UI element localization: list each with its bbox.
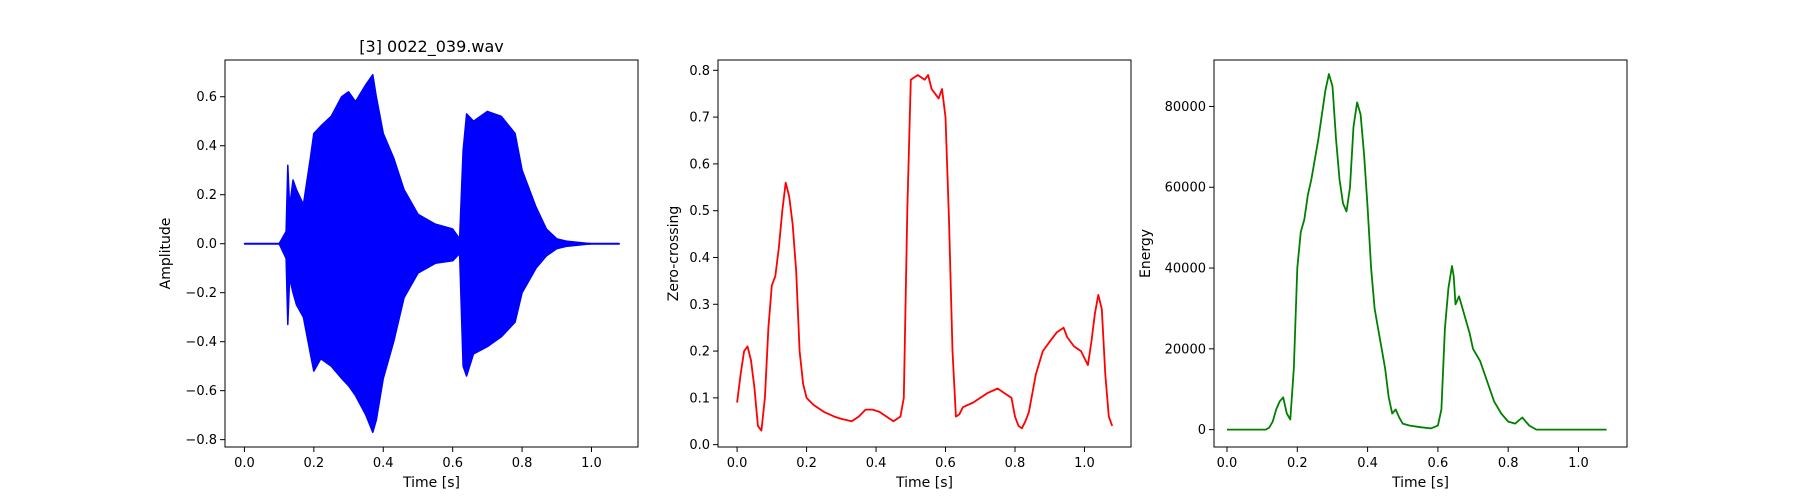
x-tick-label: 0.4 <box>373 456 394 471</box>
y-tick-label: 20000 <box>1165 342 1206 357</box>
y-tick-label: −0.6 <box>185 384 217 399</box>
x-tick-label: 1.0 <box>1568 456 1589 471</box>
x-tick-label: 0.4 <box>1357 456 1378 471</box>
chart-title: [3] 0022_039.wav <box>359 37 503 57</box>
waveform-axes-frame <box>224 59 639 448</box>
x-tick-label: 0.2 <box>304 456 325 471</box>
energy-series-line <box>1227 73 1607 431</box>
y-tick-label: 60000 <box>1165 181 1206 196</box>
y-tick-label: 0.6 <box>196 90 217 105</box>
y-tick-label: −0.2 <box>185 286 217 301</box>
waveform-lines <box>280 75 591 431</box>
x-tick-label: 1.0 <box>1074 456 1095 471</box>
y-tick-label: 0.0 <box>689 438 710 453</box>
y-tick-label: −0.8 <box>185 433 217 448</box>
x-tick-label: 0.0 <box>1217 456 1238 471</box>
zero-crossing-axes-frame <box>717 59 1132 448</box>
x-tick-label: 0.2 <box>796 456 817 471</box>
y-tick-label: −0.4 <box>185 335 217 350</box>
y-tick-label: 0.2 <box>196 188 217 203</box>
y-tick-label: 40000 <box>1165 262 1206 277</box>
energy-plot-area <box>1227 73 1607 431</box>
y-axis-label: Amplitude <box>158 218 174 290</box>
x-axis-label: Time [s] <box>1391 475 1449 491</box>
y-tick-label: 0.5 <box>689 204 710 219</box>
x-tick-label: 0.6 <box>935 456 956 471</box>
zero-crossing-panel: 0.0 0.2 0.4 0.6 0.8 1.0 0.0 0.1 0.2 0.3 0.4 0.5 0.6 0… <box>666 59 1132 491</box>
x-tick-label: 0.2 <box>1287 456 1308 471</box>
y-tick-label: 0.4 <box>196 139 217 154</box>
waveform-plot-area <box>243 73 621 434</box>
x-tick-label: 0.0 <box>727 456 748 471</box>
x-tick-label: 1.0 <box>581 456 602 471</box>
y-axis-label: Energy <box>1138 229 1154 278</box>
energy-axes-frame <box>1213 59 1628 448</box>
y-tick-label: 0.4 <box>689 251 710 266</box>
y-tick-label: 0 <box>1198 423 1206 438</box>
x-tick-label: 0.8 <box>1498 456 1519 471</box>
y-tick-label: 0.8 <box>689 64 710 79</box>
x-tick-label: 0.6 <box>1428 456 1449 471</box>
waveform-panel: 0.0 0.2 0.4 0.6 0.8 1.0 −0.8 −0.6 −0.4 −0.2 0.0 0.2… <box>158 37 639 491</box>
y-tick-label: 80000 <box>1165 100 1206 115</box>
energy-panel: 0.0 0.2 0.4 0.6 0.8 1.0 0 20000 40000 60000 80000 T… <box>1138 59 1628 491</box>
y-tick-label: 0.6 <box>689 157 710 172</box>
x-axis-label: Time [s] <box>402 475 460 491</box>
y-tick-label: 0.1 <box>689 391 710 406</box>
x-tick-label: 0.4 <box>866 456 887 471</box>
zero-crossing-series-line <box>736 74 1114 432</box>
x-tick-label: 0.8 <box>1005 456 1026 471</box>
x-axis-label: Time [s] <box>895 475 953 491</box>
y-tick-label: 0.2 <box>689 345 710 360</box>
x-tick-label: 0.0 <box>234 456 255 471</box>
zero-crossing-plot-area <box>736 74 1114 432</box>
x-tick-label: 0.6 <box>442 456 463 471</box>
y-tick-label: 0.3 <box>689 298 710 313</box>
y-tick-label: 0.7 <box>689 111 710 126</box>
y-tick-label: 0.0 <box>196 237 217 252</box>
y-axis-label: Zero-crossing <box>666 206 682 301</box>
x-tick-label: 0.8 <box>512 456 533 471</box>
